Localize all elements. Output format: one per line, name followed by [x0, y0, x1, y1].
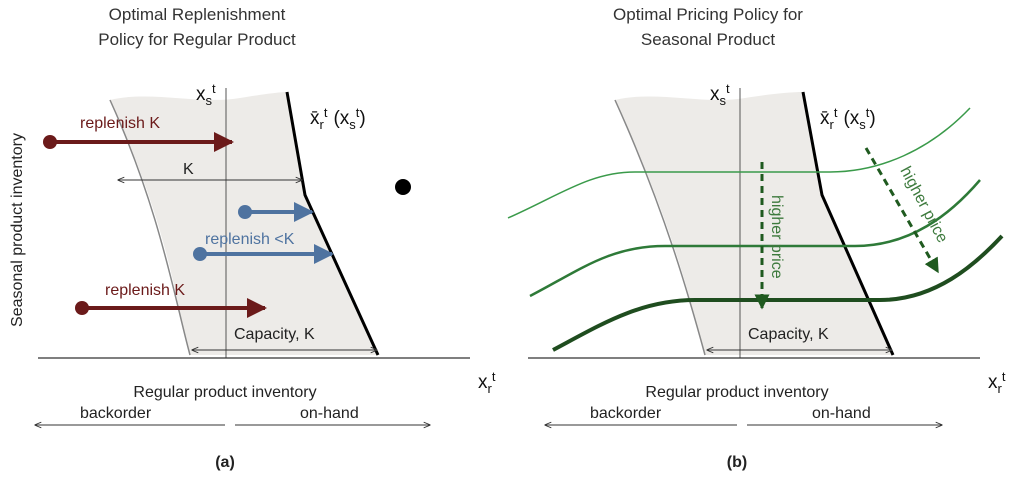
text-part: t — [212, 81, 216, 96]
dot — [75, 301, 89, 315]
annotation: replenish K — [80, 115, 160, 132]
title-line: Policy for Regular Product — [98, 30, 296, 49]
seasonal-axis-label: xst — [710, 81, 730, 108]
on-hand-label: on-hand — [812, 405, 871, 422]
annotation: Capacity, K — [234, 326, 315, 343]
text-part: ) — [359, 108, 365, 129]
text-part: t — [866, 105, 870, 120]
region — [110, 92, 378, 355]
panel-b: Optimal Pricing Policy for Seasonal Prod… — [507, 5, 1006, 471]
annotation: Capacity, K — [748, 326, 829, 343]
text-part: x — [710, 84, 720, 105]
text-part: x — [988, 372, 998, 393]
panel-a: Optimal Replenishment Policy for Regular… — [9, 5, 496, 471]
title-line: Optimal Replenishment — [109, 5, 286, 24]
dot — [395, 179, 411, 195]
regular-axis-label: xrt — [988, 369, 1006, 396]
annotation: higher price — [768, 195, 785, 279]
x-axis-label: Regular product inventory — [133, 384, 316, 401]
threshold-label: x̄rt (xst) — [310, 105, 366, 132]
annotation: replenish K — [105, 282, 185, 299]
threshold-curve — [285, 91, 380, 356]
text-part: s — [349, 117, 356, 132]
title-line: Seasonal Product — [641, 30, 775, 49]
text-part: x — [478, 372, 488, 393]
seasonal-axis-label: xst — [196, 81, 216, 108]
y-axis-label: Seasonal product inventory — [9, 133, 26, 327]
annotation: replenish <K — [205, 231, 295, 248]
on-hand-label: on-hand — [300, 405, 359, 422]
text-part: t — [726, 81, 730, 96]
text-part: x̄ — [820, 108, 830, 129]
dot — [193, 247, 207, 261]
x-axis-label: Regular product inventory — [645, 384, 828, 401]
text-part: t — [834, 105, 838, 120]
iso-price-curve — [529, 179, 981, 298]
panel-label: (b) — [727, 454, 747, 471]
title-line: Optimal Pricing Policy for — [613, 5, 803, 24]
text-part: x — [196, 84, 206, 105]
text-part: r — [320, 117, 325, 132]
dot — [43, 135, 57, 149]
annotation: K — [183, 161, 194, 178]
backorder-label: backorder — [80, 405, 152, 422]
region — [615, 92, 893, 355]
text-part: r — [488, 381, 493, 396]
text-part: t — [324, 105, 328, 120]
text-part: t — [492, 369, 496, 384]
text-part: r — [830, 117, 835, 132]
text-part: t — [1002, 369, 1006, 384]
threshold-label: x̄rt (xst) — [820, 105, 876, 132]
backorder-label: backorder — [590, 405, 662, 422]
text-part: r — [998, 381, 1003, 396]
text-part: (x — [843, 108, 859, 129]
text-part: t — [356, 105, 360, 120]
text-part: ) — [869, 108, 875, 129]
dot — [238, 205, 252, 219]
iso-price-curve — [552, 234, 1004, 352]
iso-price-curve — [507, 107, 971, 219]
panel-label: (a) — [215, 454, 235, 471]
annotation: higher price — [896, 164, 950, 246]
text-part: (x — [333, 108, 349, 129]
boundary — [614, 99, 706, 356]
text-part: s — [720, 93, 727, 108]
text-part: s — [206, 93, 213, 108]
regular-axis-label: xrt — [478, 369, 496, 396]
text-part: x̄ — [310, 108, 320, 129]
text-part: s — [859, 117, 866, 132]
